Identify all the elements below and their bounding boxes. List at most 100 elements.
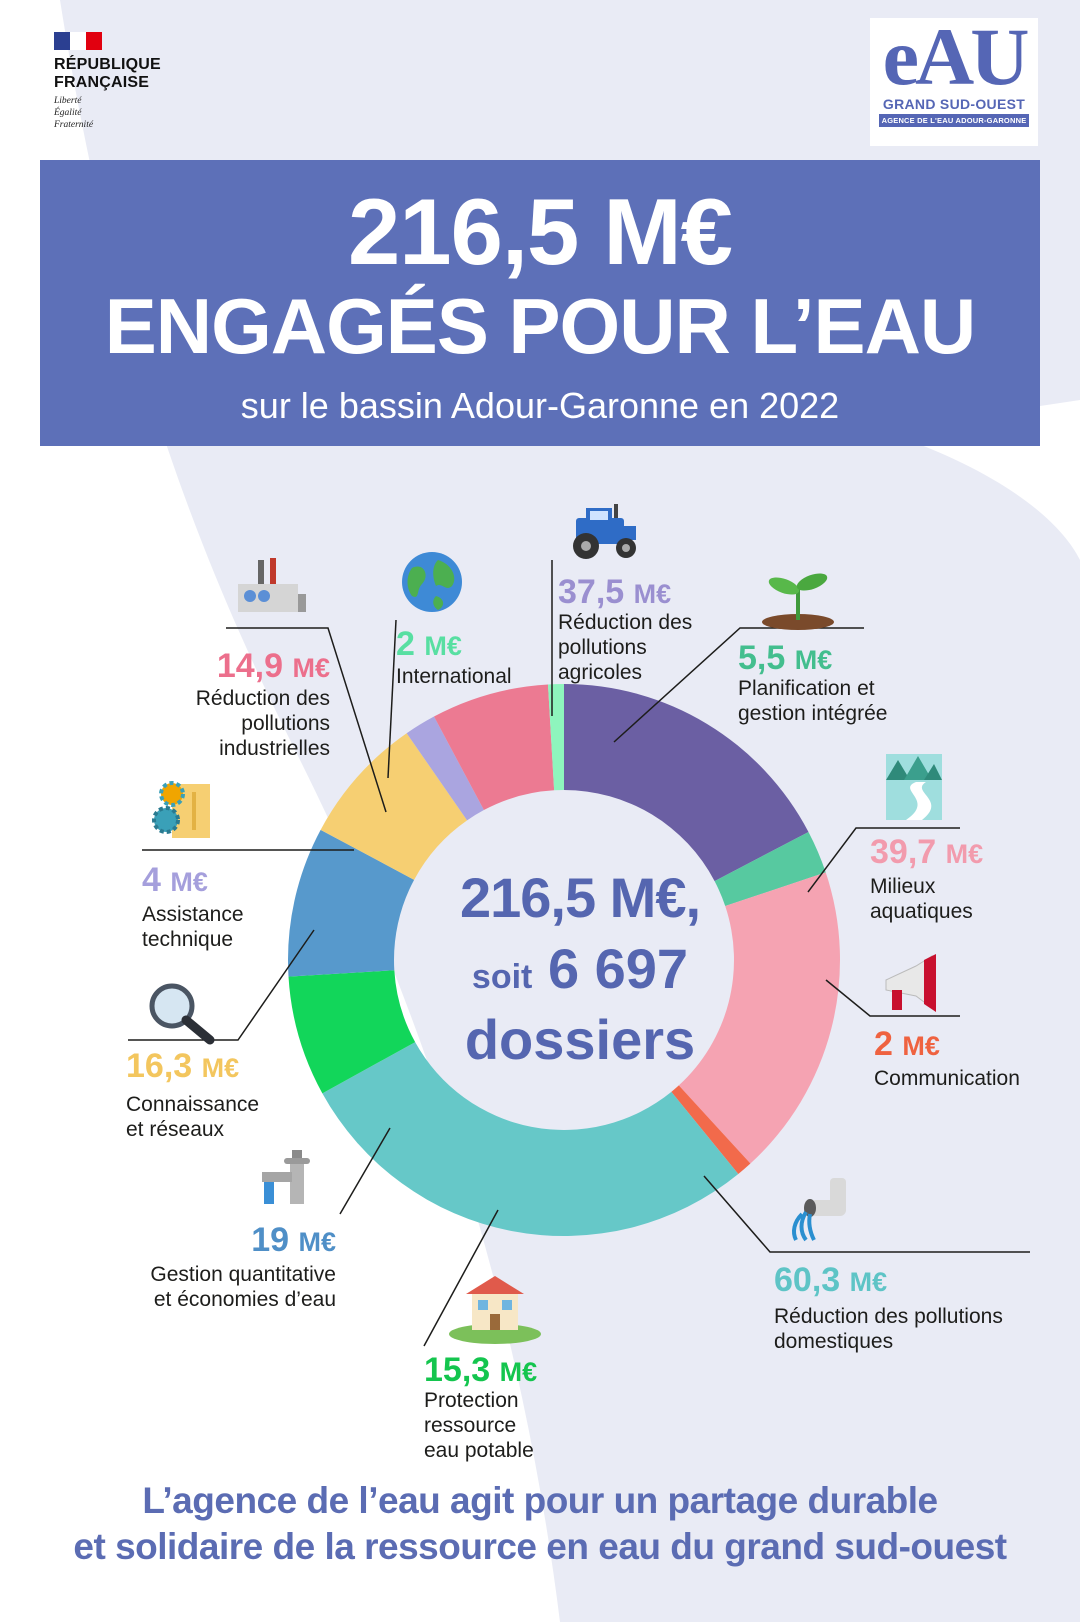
tagline-line1: L’agence de l’eau agit pour un partage d… — [142, 1480, 938, 1521]
label-dom-line2: domestiques — [774, 1330, 894, 1353]
leader-lines — [128, 560, 1030, 1347]
republique-line1: RÉPUBLIQUE — [54, 56, 161, 73]
value-conn-unit: M€ — [201, 1053, 240, 1083]
magnifier-icon — [149, 983, 215, 1045]
label-agri-line1: Réduction des — [558, 611, 693, 634]
leader-line-quant — [339, 1127, 391, 1215]
value-assist-unit: M€ — [170, 867, 208, 897]
leader-line-dom — [703, 1175, 1030, 1253]
value-quant-unit: M€ — [298, 1227, 336, 1257]
value-intl: 2 M€ — [396, 626, 462, 664]
center-total: 216,5 M€, — [459, 866, 701, 929]
agency-name: GRAND SUD-OUEST — [882, 96, 1026, 112]
value-milieux: 39,7 M€ — [870, 834, 983, 872]
label-plan-line1: Planification et — [738, 677, 875, 700]
label-milieux: Milieux aquatiques — [870, 874, 973, 924]
label-assist-line1: Assistance — [142, 903, 244, 926]
banner-subtitle: sur le bassin Adour-Garonne en 2022 — [240, 385, 840, 426]
value-potable: 15,3 M€ — [424, 1352, 537, 1390]
slice-conn — [320, 733, 468, 880]
label-agri-line2: pollutions — [558, 636, 647, 659]
value-dom-unit: M€ — [849, 1267, 888, 1297]
tagline-line2: et solidaire de la ressource en eau du g… — [73, 1526, 1007, 1567]
center-dossiers-line: soit 6 697 — [420, 938, 740, 1008]
label-potable: Protection ressource eau potable — [424, 1388, 534, 1463]
leader-line-milieux — [807, 827, 960, 893]
french-flag-icon — [54, 32, 102, 50]
center-soit: soit — [471, 958, 533, 996]
label-intl: International — [396, 664, 512, 689]
value-milieux-number: 39,7 — [870, 833, 937, 871]
republique-francaise-logo: RÉPUBLIQUE FRANÇAISE Liberté Égalité Fra… — [54, 32, 184, 131]
motto-egalite: Égalité — [54, 108, 82, 118]
label-indus: Réduction des pollutions industrielles — [130, 686, 330, 761]
slice-agri — [564, 684, 809, 882]
label-dom: Réduction des pollutions domestiques — [774, 1304, 1003, 1354]
value-agri: 37,5 M€ — [558, 574, 671, 612]
drain-pipe-icon — [792, 1178, 846, 1242]
tractor-icon — [573, 504, 636, 559]
value-intl-number: 2 — [396, 625, 415, 663]
center-count: 6 697 — [547, 937, 689, 1000]
republique-line2: FRANÇAISE — [54, 74, 150, 91]
label-comm-line1: Communication — [874, 1067, 1020, 1090]
leader-line-comm — [825, 979, 960, 1017]
slice-milieux — [678, 872, 840, 1164]
value-quant-number: 19 — [251, 1221, 290, 1259]
globe-icon — [402, 552, 462, 612]
label-agri-line3: agricoles — [558, 661, 643, 684]
agency-subtitle: AGENCE DE L'EAU ADOUR-GARONNE — [879, 114, 1029, 127]
value-indus: 14,9 M€ — [150, 648, 330, 686]
slice-assist — [406, 716, 484, 821]
leader-line-plan — [613, 627, 864, 743]
label-potable-line1: Protection — [424, 1389, 519, 1412]
label-indus-line3: industrielles — [219, 737, 330, 760]
value-assist: 4 M€ — [142, 862, 208, 900]
tagline: L’agence de l’eau agit pour un partage d… — [20, 1478, 1060, 1570]
label-milieux-line2: aquatiques — [870, 900, 973, 923]
label-dom-line1: Réduction des pollutions — [774, 1305, 1003, 1328]
label-intl-line1: International — [396, 665, 512, 688]
leader-line-indus — [226, 627, 387, 813]
house-icon — [449, 1276, 541, 1344]
center-dossiers: dossiers — [464, 1008, 696, 1071]
donut-slices — [288, 684, 840, 1237]
banner-title: ENGAGÉS POUR L’EAU — [104, 282, 976, 370]
agence-eau-logo: eAU GRAND SUD-OUEST AGENCE DE L'EAU ADOU… — [870, 11, 1038, 146]
label-potable-line2: ressource — [424, 1414, 517, 1437]
title-banner: 216,5 M€ ENGAGÉS POUR L’EAU sur le bassi… — [40, 160, 1040, 446]
megaphone-icon — [885, 954, 936, 1012]
leader-line-conn — [128, 929, 315, 1041]
river-landscape-icon — [886, 754, 942, 820]
sprout-icon — [762, 573, 834, 630]
label-conn-line1: Connaissance — [126, 1093, 260, 1116]
value-agri-unit: M€ — [633, 579, 672, 609]
value-intl-unit: M€ — [424, 631, 462, 661]
label-quant: Gestion quantitative et économies d’eau — [90, 1262, 336, 1312]
label-quant-line2: et économies d’eau — [153, 1288, 336, 1311]
value-assist-number: 4 — [142, 861, 161, 899]
value-plan: 5,5 M€ — [738, 640, 832, 678]
label-comm: Communication — [874, 1066, 1020, 1091]
value-comm-unit: M€ — [902, 1031, 940, 1061]
factory-icon — [238, 558, 306, 612]
water-tap-icon — [262, 1150, 310, 1204]
value-milieux-unit: M€ — [945, 839, 984, 869]
banner-amount: 216,5 M€ — [348, 179, 733, 284]
motto-fraternite: Fraternité — [54, 120, 94, 130]
slice-comm — [671, 1085, 751, 1175]
slice-potable — [288, 970, 416, 1094]
label-agri: Réduction des pollutions agricoles — [558, 610, 692, 685]
label-assist: Assistance technique — [142, 902, 244, 952]
value-plan-unit: M€ — [794, 645, 833, 675]
value-indus-number: 14,9 — [216, 647, 284, 685]
label-indus-line1: Réduction des — [195, 687, 330, 710]
label-potable-line3: eau potable — [424, 1439, 534, 1462]
eau-logo-mark: eAU — [882, 11, 1030, 102]
value-agri-number: 37,5 — [558, 573, 625, 611]
label-conn: Connaissance et réseaux — [126, 1092, 259, 1142]
gears-document-icon — [152, 781, 210, 838]
value-conn-number: 16,3 — [126, 1047, 193, 1085]
value-comm-number: 2 — [874, 1025, 893, 1063]
